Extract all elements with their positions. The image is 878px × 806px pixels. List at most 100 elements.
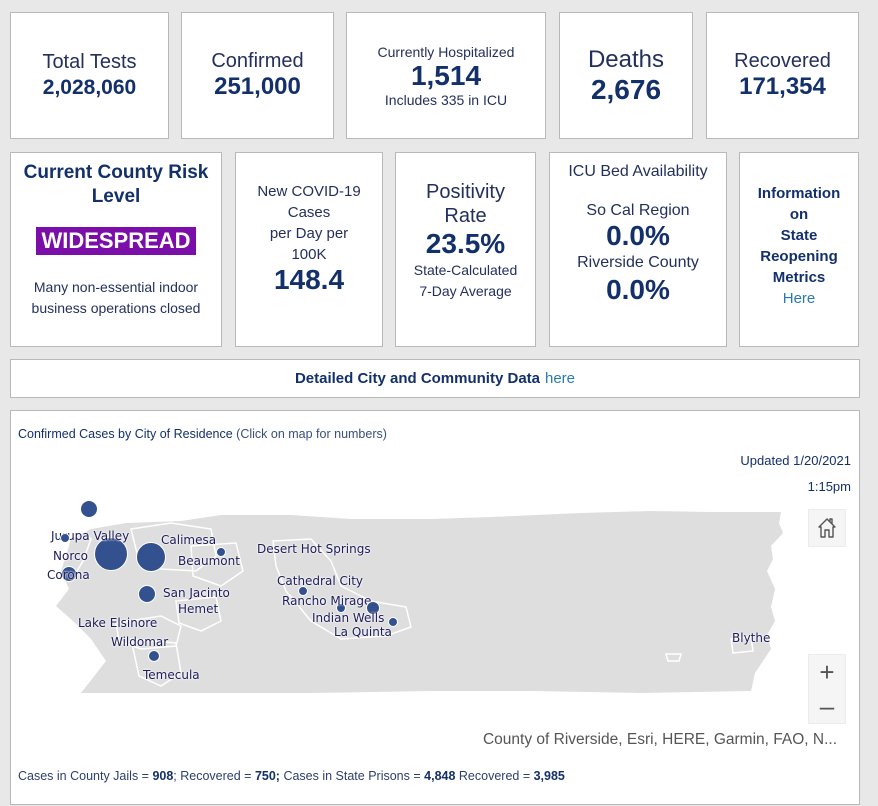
city-marker[interactable]: [61, 566, 77, 582]
positivity-line1: Positivity: [426, 181, 505, 203]
county-map[interactable]: [11, 411, 861, 806]
map-attribution: County of Riverside, Esri, HERE, Garmin,…: [482, 731, 837, 748]
positivity-note1: State-Calculated: [413, 262, 518, 278]
reopening-line2: on: [789, 206, 809, 223]
city-marker[interactable]: [298, 586, 308, 596]
map-header: Confirmed Cases by City of Residence (Cl…: [18, 427, 387, 441]
recovered-value: 171,354: [739, 73, 826, 100]
jails-label: Cases in County Jails =: [18, 769, 153, 783]
city-label: Lake Elsinore: [78, 616, 158, 630]
jails-recovered-label: ; Recovered =: [173, 769, 255, 783]
city-data-text: Detailed City and Community Data: [294, 370, 540, 387]
total-tests-label: Total Tests: [42, 51, 137, 73]
jails-value: 908: [152, 769, 174, 783]
city-marker[interactable]: [216, 547, 226, 557]
reopening-line1: Information: [757, 185, 841, 202]
map-updated-time: 1:15pm: [807, 479, 851, 494]
city-label: Blythe: [732, 631, 771, 645]
icu-county-label: Riverside County: [577, 254, 699, 271]
risk-level-card: Current County Risk Level WIDESPREAD Man…: [10, 152, 222, 347]
hospitalized-label: Currently Hospitalized: [377, 43, 515, 60]
city-marker[interactable]: [60, 533, 70, 543]
reopening-metrics-link[interactable]: Here: [782, 290, 816, 307]
icu-county-value: 0.0%: [606, 274, 670, 305]
new-cases-value: 148.4: [273, 264, 345, 295]
city-marker[interactable]: [148, 650, 160, 662]
icu-region-label: So Cal Region: [586, 202, 690, 219]
risk-badge: WIDESPREAD: [36, 227, 196, 255]
positivity-value: 23.5%: [425, 228, 506, 259]
reopening-card: Information on State Reopening Metrics H…: [739, 152, 859, 347]
zoom-out-button[interactable]: –: [819, 690, 835, 721]
positivity-card: Positivity Rate 23.5% State-Calculated 7…: [395, 152, 536, 347]
icu-note: Includes 335 in ICU: [384, 91, 508, 108]
risk-title: Current County Risk Level: [23, 162, 209, 207]
map-updated-date: Updated 1/20/2021: [740, 453, 851, 468]
cases-map-card: Confirmed Cases by City of Residence (Cl…: [10, 410, 860, 805]
confirmed-label: Confirmed: [211, 50, 304, 72]
jail-prison-footer: Cases in County Jails = 908; Recovered =…: [18, 769, 565, 783]
recovered-label: Recovered: [734, 50, 831, 72]
city-label: Wildomar: [111, 635, 169, 649]
prisons-recovered-value: 3,985: [533, 769, 565, 783]
city-label: La Quinta: [334, 625, 392, 639]
city-label: Hemet: [178, 602, 219, 616]
icu-title: ICU Bed Availability: [568, 163, 708, 180]
city-label: Calimesa: [161, 533, 217, 547]
risk-desc-1: Many non-essential indoor: [33, 279, 199, 295]
city-marker[interactable]: [138, 585, 156, 603]
confirmed-card: Confirmed 251,000: [181, 12, 334, 139]
home-button[interactable]: [808, 509, 846, 547]
city-marker[interactable]: [388, 617, 398, 627]
city-label: Rancho Mirage: [282, 594, 372, 608]
reopening-line4: Reopening: [760, 248, 838, 265]
city-label: Norco: [53, 549, 88, 563]
city-marker-large[interactable]: [94, 537, 128, 571]
zoom-controls: + –: [808, 654, 846, 724]
city-label: Indian Wells: [312, 611, 385, 625]
city-label: Temecula: [143, 668, 200, 682]
city-marker[interactable]: [366, 601, 380, 615]
city-label: San Jacinto: [163, 586, 230, 600]
city-marker[interactable]: [336, 603, 346, 613]
prisons-recovered-label: Recovered =: [455, 769, 534, 783]
prisons-value: 4,848: [424, 769, 456, 783]
map-subtitle: (Click on map for numbers): [236, 427, 387, 441]
home-icon: [818, 518, 836, 538]
city-label: Corona: [47, 568, 90, 582]
map-title: Confirmed Cases by City of Residence: [18, 427, 233, 441]
total-tests-card: Total Tests 2,028,060: [10, 12, 169, 139]
jails-recovered-value: 750;: [254, 769, 280, 783]
deaths-card: Deaths 2,676: [559, 12, 693, 139]
city-label: Cathedral City: [277, 574, 363, 588]
prisons-label: Cases in State Prisons =: [279, 769, 425, 783]
deaths-value: 2,676: [590, 73, 662, 105]
city-label: Beaumont: [178, 554, 240, 568]
city-marker[interactable]: [80, 500, 98, 518]
deaths-label: Deaths: [587, 45, 665, 73]
city-label: Jurupa Valley: [51, 529, 130, 543]
zoom-in-button[interactable]: +: [819, 656, 835, 687]
icu-region-value: 0.0%: [606, 220, 670, 251]
confirmed-value: 251,000: [214, 73, 301, 100]
new-cases-line2: Cases: [287, 204, 331, 221]
positivity-line2: Rate: [444, 205, 487, 227]
positivity-note2: 7-Day Average: [419, 283, 512, 299]
hospitalized-card: Currently Hospitalized 1,514 Includes 33…: [346, 12, 546, 139]
new-cases-line1: New COVID-19: [257, 183, 361, 200]
hospitalized-value: 1,514: [410, 59, 482, 91]
new-cases-card: New COVID-19 Cases per Day per 100K 148.…: [235, 152, 383, 347]
city-data-link[interactable]: here: [545, 370, 576, 387]
total-tests-value: 2,028,060: [42, 76, 137, 99]
reopening-line3: State: [780, 227, 818, 244]
county-shape: [56, 511, 783, 693]
icu-card: ICU Bed Availability So Cal Region 0.0% …: [549, 152, 727, 347]
reopening-line5: Metrics: [772, 269, 826, 286]
new-cases-line4: 100K: [291, 246, 327, 263]
recovered-card: Recovered 171,354: [706, 12, 859, 139]
city-data-banner: Detailed City and Community Data here: [10, 359, 860, 398]
city-marker-large[interactable]: [136, 542, 166, 572]
city-label: Desert Hot Springs: [257, 542, 371, 556]
risk-desc-2: business operations closed: [31, 300, 201, 316]
new-cases-line3: per Day per: [269, 225, 349, 242]
